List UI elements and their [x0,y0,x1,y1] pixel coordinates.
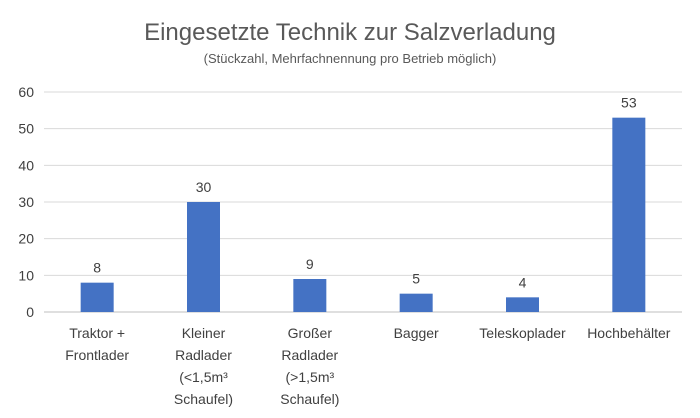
chart-subtitle: (Stückzahl, Mehrfachnennung pro Betrieb … [204,51,497,66]
category-label: Teleskoplader [479,325,566,341]
data-label: 9 [306,256,314,272]
category-label: Bagger [394,325,439,341]
category-label: Kleiner Radlader (<1,5m³ Schaufel) [174,325,233,407]
bars [80,117,646,313]
bar [187,202,220,312]
data-label: 4 [519,274,527,290]
data-labels: 8 30 9 5 4 53 [93,95,637,291]
bar [293,279,327,312]
bar [80,282,114,312]
bar [506,297,539,312]
bar [612,117,646,313]
y-tick-label: 20 [18,231,34,247]
y-tick-label: 50 [18,121,34,137]
category-label: Hochbehälter [587,325,671,341]
category-label: Traktor + Frontlader [65,325,129,363]
y-axis-ticks: 0 10 20 30 40 50 60 [18,84,34,320]
data-label: 30 [196,179,212,195]
gridlines [44,91,682,313]
y-tick-label: 40 [18,157,34,173]
chart-title: Eingesetzte Technik zur Salzverladung [144,19,556,46]
data-label: 5 [412,271,420,287]
data-label: 53 [621,95,637,111]
y-tick-label: 0 [26,304,34,320]
y-tick-label: 10 [18,267,34,283]
data-label: 8 [93,260,101,276]
y-tick-label: 30 [18,194,34,210]
x-axis-categories: Traktor + Frontlader Kleiner Radlader (<1,5m… [65,325,671,407]
bar [399,293,433,312]
y-tick-label: 60 [18,84,34,100]
category-label: Großer Radlader (>1,5m³ Schaufel) [280,325,339,407]
